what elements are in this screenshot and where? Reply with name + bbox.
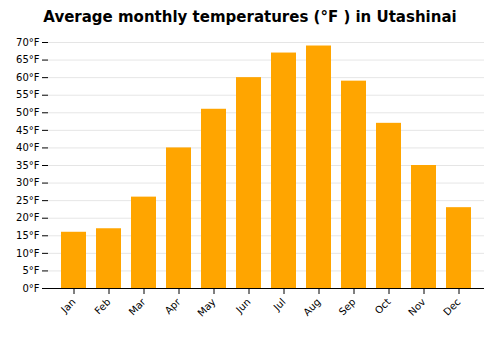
svg-text:20°F: 20°F <box>16 212 40 223</box>
svg-text:Dec: Dec <box>441 296 462 317</box>
svg-text:Sep: Sep <box>337 296 358 317</box>
svg-text:30°F: 30°F <box>16 177 40 188</box>
svg-text:Apr: Apr <box>163 296 184 317</box>
svg-text:50°F: 50°F <box>16 107 40 118</box>
svg-text:5°F: 5°F <box>22 265 39 276</box>
svg-text:Jan: Jan <box>58 296 77 315</box>
svg-text:10°F: 10°F <box>16 248 40 259</box>
svg-text:40°F: 40°F <box>16 142 40 153</box>
svg-text:Oct: Oct <box>373 296 393 316</box>
svg-text:Mar: Mar <box>127 296 149 318</box>
html-text:Average monthly temperatures (: Average monthly temperatures (°F ) in Ut… <box>43 8 457 26</box>
svg-text:15°F: 15°F <box>16 230 40 241</box>
svg-text:Nov: Nov <box>406 296 428 318</box>
svg-text:45°F: 45°F <box>16 125 40 136</box>
svg-text:55°F: 55°F <box>16 89 40 100</box>
svg-text:Jun: Jun <box>233 296 253 316</box>
svg-text:Aug: Aug <box>301 296 323 318</box>
svg-text:70°F: 70°F <box>16 37 40 48</box>
svg-text:May: May <box>195 296 217 318</box>
svg-text:60°F: 60°F <box>16 72 40 83</box>
svg-text:65°F: 65°F <box>16 54 40 65</box>
svg-text:Feb: Feb <box>92 296 112 316</box>
svg-text:0°F: 0°F <box>22 283 39 294</box>
svg-text:35°F: 35°F <box>16 160 40 171</box>
svg-text:25°F: 25°F <box>16 195 40 206</box>
svg-text:Jul: Jul <box>271 296 288 313</box>
